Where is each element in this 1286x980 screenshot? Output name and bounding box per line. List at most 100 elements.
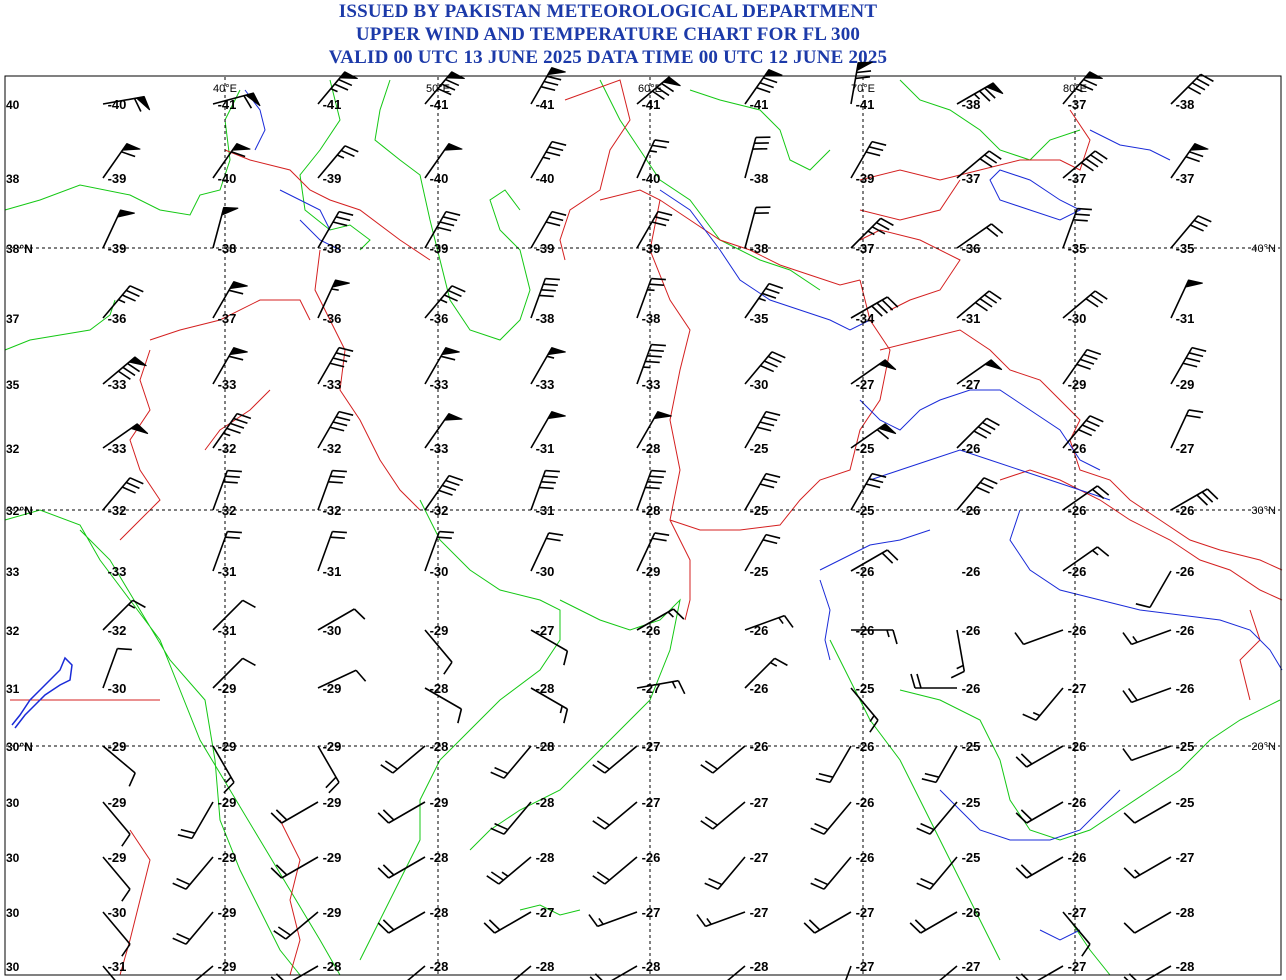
- geography-layer: [4, 79, 1283, 976]
- edge-value: 30: [6, 851, 20, 865]
- wind-barb: [317, 410, 354, 449]
- wind-barb: [102, 95, 151, 112]
- temperature-value: -28: [536, 739, 555, 754]
- wind-barb: [744, 68, 783, 105]
- wind-barb: [1123, 801, 1172, 824]
- chart-header: ISSUED BY PAKISTAN METEOROLOGICAL DEPART…: [0, 0, 1216, 69]
- wind-barb: [212, 530, 242, 572]
- wind-barb: [1062, 911, 1091, 957]
- wind-barb: [212, 657, 256, 689]
- temperature-value: -38: [750, 241, 769, 256]
- temperature-value: -28: [536, 681, 555, 696]
- temperature-value: -39: [642, 241, 661, 256]
- wind-barb: [1170, 488, 1219, 511]
- temperature-value: -31: [218, 623, 237, 638]
- temperature-value: -27: [856, 377, 875, 392]
- temperature-value: -26: [962, 441, 981, 456]
- wind-barb: [1015, 801, 1064, 824]
- wind-barb: [530, 67, 566, 105]
- longitude-label: 70°E: [851, 83, 875, 95]
- lake: [11, 656, 73, 729]
- temperature-value: -26: [1068, 564, 1087, 579]
- wind-barb: [102, 142, 141, 179]
- temperature-value: -26: [962, 503, 981, 518]
- wind-barb: [636, 210, 673, 249]
- station-labels: 40 38 38°N 37 35 32 32°N 33 32 31 30°N 30 30 30 30 -40 -…: [6, 97, 1194, 974]
- wind-barb: [1170, 215, 1212, 249]
- wind-barb: [636, 411, 672, 449]
- temperature-value: -38: [1176, 97, 1195, 112]
- temperature-value: -26: [962, 623, 981, 638]
- wind-barb: [317, 71, 358, 105]
- temperature-value: -26: [750, 739, 769, 754]
- temperature-value: -28: [642, 503, 661, 518]
- temperature-value: -27: [962, 959, 981, 974]
- temperature-value: -26: [1068, 503, 1087, 518]
- wind-barb: [486, 856, 532, 885]
- temperature-value: -39: [856, 171, 875, 186]
- temperature-value: -33: [323, 377, 342, 392]
- wind-barb: [916, 801, 958, 835]
- wind-barb: [212, 142, 251, 179]
- temperature-value: -35: [1068, 241, 1087, 256]
- temperature-value: -26: [856, 564, 875, 579]
- wind-barb: [1122, 745, 1172, 762]
- temperature-value: -30: [750, 377, 769, 392]
- wind-barb: [1170, 346, 1207, 385]
- temperature-value: -41: [218, 97, 237, 112]
- temperature-value: -31: [536, 503, 555, 518]
- temperature-value: -35: [750, 311, 769, 326]
- temperature-value: -27: [1068, 681, 1087, 696]
- wind-barb: [317, 608, 366, 631]
- temperature-value: -29: [430, 795, 449, 810]
- temperature-value: -27: [1176, 850, 1195, 865]
- temperature-value: -26: [856, 739, 875, 754]
- wind-barb: [845, 965, 852, 980]
- wind-barb: [803, 911, 852, 934]
- temperature-value: -26: [1176, 681, 1195, 696]
- wind-barb: [744, 282, 784, 319]
- temperature-value: -37: [962, 171, 981, 186]
- wind-barb: [700, 745, 746, 774]
- wind-barb: [424, 71, 465, 105]
- wind-barb: [1170, 73, 1214, 105]
- wind-barb: [921, 745, 958, 784]
- temperature-value: -30: [108, 905, 127, 920]
- wind-barb: [956, 359, 1003, 385]
- wind-barb: [1062, 207, 1092, 249]
- temperature-value: -25: [962, 795, 981, 810]
- wind-barb: [1022, 687, 1064, 721]
- temperature-value: -28: [642, 441, 661, 456]
- temperature-value: -28: [1176, 959, 1195, 974]
- wind-barb: [850, 423, 897, 449]
- wind-barb: [1062, 485, 1110, 511]
- wind-barb: [212, 206, 239, 249]
- temperature-value: -26: [1068, 739, 1087, 754]
- wind-barb: [424, 285, 466, 319]
- temperature-value: -29: [323, 795, 342, 810]
- temperature-value: -25: [750, 564, 769, 579]
- temperature-value: -31: [108, 959, 127, 974]
- wind-barb: [956, 150, 1002, 179]
- wind-barb: [530, 687, 569, 724]
- wind-barb: [1123, 856, 1172, 879]
- wind-barb: [592, 856, 638, 885]
- temperature-value: -27: [642, 905, 661, 920]
- temperature-value: -29: [218, 905, 237, 920]
- edge-value: 30: [6, 960, 20, 974]
- wind-barb: [636, 139, 670, 179]
- wind-barb: [850, 217, 894, 249]
- temperature-value: -38: [218, 241, 237, 256]
- temperature-value: -25: [750, 441, 769, 456]
- temperature-value: -30: [430, 564, 449, 579]
- wind-barb: [424, 347, 460, 385]
- wind-barb: [1122, 629, 1172, 646]
- validity-line: VALID 00 UTC 13 JUNE 2025 DATA TIME 00 U…: [328, 47, 888, 68]
- wind-barb: [102, 209, 135, 249]
- wind-barb: [850, 549, 899, 572]
- wind-barb: [744, 472, 781, 511]
- temperature-value: -37: [856, 241, 875, 256]
- wind-barb: [102, 423, 149, 449]
- temperature-value: -26: [1068, 623, 1087, 638]
- temperature-value: -26: [856, 795, 875, 810]
